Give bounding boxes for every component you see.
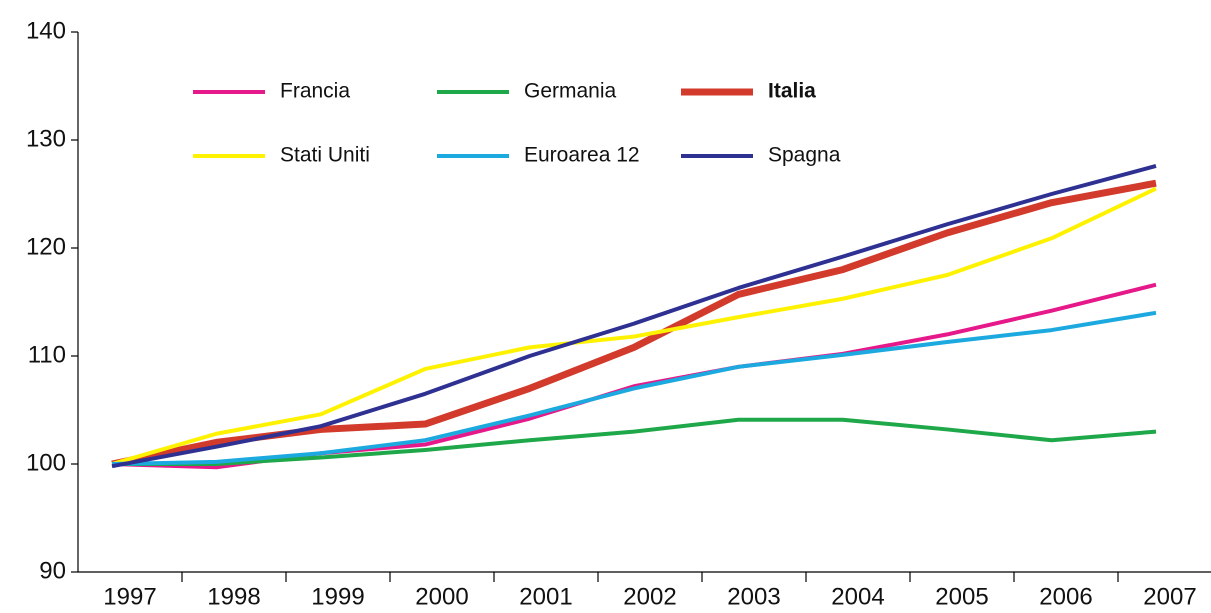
y-tick-label: 120: [26, 233, 66, 260]
series-line: [111, 282, 1157, 470]
x-tick-label: 2004: [831, 583, 884, 610]
legend-label: Francia: [280, 80, 350, 103]
x-tick-label: 2007: [1143, 583, 1196, 610]
x-tick-label: 1999: [311, 583, 364, 610]
legend-label: Italia: [768, 80, 816, 103]
x-tick-label: 2000: [415, 583, 468, 610]
y-tick-label: 100: [26, 449, 66, 476]
y-tick-label: 140: [26, 17, 66, 44]
x-tick-label: 1997: [103, 583, 156, 610]
legend-label: Euroarea 12: [524, 144, 640, 167]
x-tick-label: 2003: [727, 583, 780, 610]
y-tick-label: 130: [26, 125, 66, 152]
x-tick-label: 2005: [935, 583, 988, 610]
x-tick-label: 1998: [207, 583, 260, 610]
x-tick-label: 2002: [623, 583, 676, 610]
x-tick-label: 2006: [1039, 583, 1092, 610]
series-line: [111, 310, 1157, 466]
legend-label: Stati Uniti: [280, 144, 370, 167]
y-tick-label: 90: [39, 557, 66, 584]
x-tick-label: 2001: [519, 583, 572, 610]
series-line: [112, 417, 1157, 466]
y-tick-label: 110: [28, 341, 66, 368]
series-line: [111, 186, 1157, 466]
series-line: [111, 163, 1157, 469]
legend-label: Germania: [524, 80, 617, 103]
legend-label: Spagna: [768, 144, 841, 167]
